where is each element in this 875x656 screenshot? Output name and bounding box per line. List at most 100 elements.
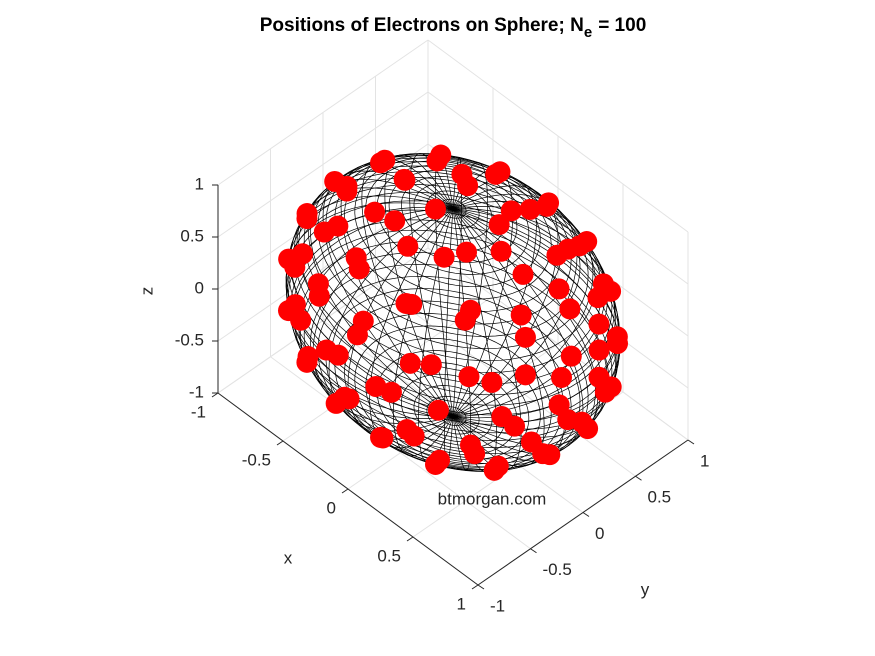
y-tick-label: 1 <box>700 451 709 470</box>
mesh-meridian <box>392 208 454 457</box>
electron <box>426 150 448 172</box>
electron <box>548 394 570 416</box>
electron <box>588 313 610 335</box>
electron <box>313 221 335 243</box>
grid-line <box>217 91 429 238</box>
electron <box>514 364 536 386</box>
electron <box>365 376 387 398</box>
electron <box>384 210 406 232</box>
grid-line <box>217 39 429 186</box>
electron <box>487 455 509 477</box>
x-axis-label: x <box>284 548 293 567</box>
mesh-meridian <box>340 163 454 417</box>
electron <box>393 168 415 190</box>
points <box>278 144 628 481</box>
electron <box>514 326 536 348</box>
electron <box>520 431 542 453</box>
electron <box>396 419 418 441</box>
axes: -1 -0.5 0 0.5 1 -1 -0.5 0 0.5 1 -1 -0.5 0 0.5 1 x y z <box>137 174 709 615</box>
y-tick-label: -1 <box>490 596 505 615</box>
x-tick-label: 0.5 <box>377 546 401 565</box>
x-tick-label: 0 <box>327 498 336 517</box>
electron <box>372 427 394 449</box>
y-tick-label: 0 <box>595 524 604 543</box>
electron <box>364 201 386 223</box>
electron <box>587 287 609 309</box>
z-tick-label: 0.5 <box>180 226 204 245</box>
x-tick <box>211 392 219 398</box>
electron <box>491 406 513 428</box>
y-tick <box>530 548 537 554</box>
electron <box>345 247 367 269</box>
z-tick-label: 0 <box>195 278 204 297</box>
x-tick <box>341 488 349 494</box>
electron <box>481 371 503 393</box>
grid-line <box>375 283 636 477</box>
electron <box>284 256 306 278</box>
y-tick <box>635 475 642 481</box>
electron <box>338 388 360 410</box>
x-tick <box>471 584 479 590</box>
electron <box>510 304 532 326</box>
electron <box>278 300 299 322</box>
electron <box>519 198 541 220</box>
electron <box>296 208 318 230</box>
mesh-meridian <box>322 170 454 417</box>
z-axis-label: z <box>137 287 156 296</box>
mesh-meridian <box>328 208 454 432</box>
electron <box>538 192 560 214</box>
mesh-meridian <box>347 208 454 440</box>
electron <box>485 163 507 185</box>
electron <box>512 263 534 285</box>
electron <box>399 352 421 374</box>
electron <box>560 345 582 367</box>
electron <box>420 354 442 376</box>
y-tick <box>582 512 590 517</box>
grid-line <box>427 39 689 233</box>
electron <box>569 235 591 257</box>
electron <box>401 293 423 315</box>
electron <box>588 339 610 361</box>
electron <box>457 175 479 197</box>
mesh-meridian <box>361 158 454 417</box>
x-tick <box>276 440 284 446</box>
x-tick-label: 1 <box>457 594 466 613</box>
electron <box>607 333 628 355</box>
mesh-meridian <box>300 208 454 419</box>
y-tick <box>477 584 485 590</box>
y-tick <box>687 439 695 445</box>
title-main: Positions of Electrons on Sphere; N <box>260 15 584 36</box>
electron <box>307 273 329 295</box>
y-axis-label: y <box>641 580 650 599</box>
electron <box>336 180 358 202</box>
electron <box>397 235 419 257</box>
electron <box>500 200 522 222</box>
electron <box>460 434 481 456</box>
electron <box>425 198 446 220</box>
electron <box>488 214 510 236</box>
electron <box>429 449 450 471</box>
mesh-meridian <box>452 185 559 417</box>
z-tick-label: -1 <box>189 382 204 401</box>
z-tick-label: -0.5 <box>175 330 204 349</box>
electron <box>315 339 337 361</box>
chart-title: Positions of Electrons on Sphere; Ne = 10… <box>260 15 647 41</box>
grid-line <box>270 356 531 550</box>
electron <box>559 298 581 320</box>
electron <box>427 399 449 421</box>
electron <box>539 444 561 466</box>
electron <box>458 366 480 388</box>
y-tick-label: -0.5 <box>543 560 572 579</box>
electron <box>346 324 368 346</box>
title-subscript: e <box>584 24 592 41</box>
title-suffix: = 100 <box>598 15 646 36</box>
z-tick-label: 1 <box>195 174 204 193</box>
electron <box>548 278 570 300</box>
electron <box>460 299 481 321</box>
x-tick-label: -0.5 <box>242 450 271 469</box>
mesh-meridian <box>452 208 615 417</box>
electron <box>433 246 455 268</box>
electron <box>370 152 392 174</box>
grid-line <box>427 91 689 285</box>
